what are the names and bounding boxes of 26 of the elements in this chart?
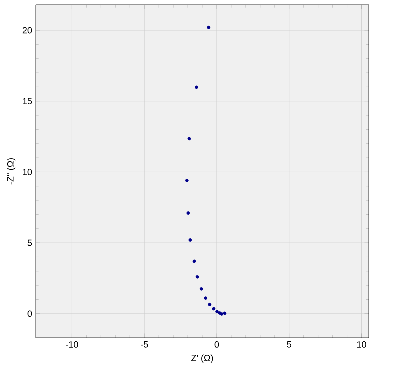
x-tick-label: -5 (140, 342, 148, 348)
point (196, 275, 200, 279)
point (185, 179, 189, 182)
point (200, 287, 204, 291)
point (208, 303, 212, 306)
y-tick-label: 15 (23, 98, 32, 105)
x-tick-label: 5 (287, 342, 292, 348)
x-tick-label: 0 (214, 342, 220, 348)
point (192, 260, 196, 264)
point (195, 86, 198, 90)
y-tick-label: 20 (22, 27, 32, 34)
point (223, 312, 227, 316)
y-axis-title: -Z'' (Ω) (7, 158, 16, 185)
x-axis-title: Z' (Ω) (192, 354, 214, 364)
point (204, 296, 208, 300)
point (186, 212, 190, 215)
point (188, 137, 192, 141)
x-tick-label: -10 (66, 342, 78, 348)
point (212, 307, 216, 311)
x-tick-label: 10 (357, 342, 366, 348)
point (188, 238, 192, 242)
y-tick-label: 0 (28, 310, 32, 318)
y-tick-label: 10 (23, 169, 32, 176)
y-tick-label: 5 (28, 240, 32, 246)
point (216, 310, 219, 314)
point (207, 26, 211, 30)
